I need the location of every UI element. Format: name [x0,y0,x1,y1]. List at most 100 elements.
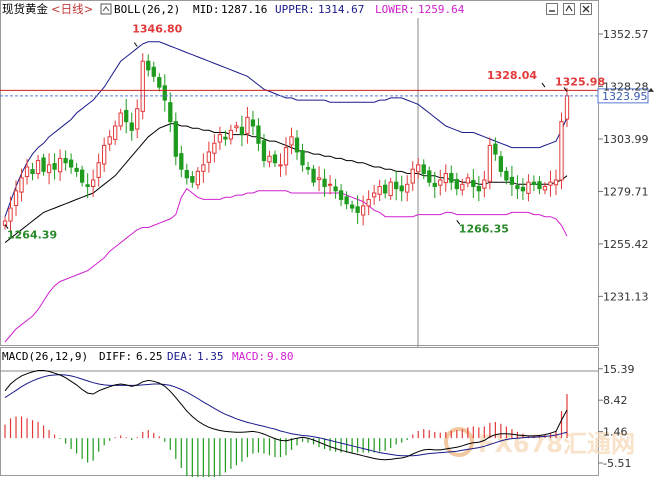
candle-body [91,179,96,187]
candle [427,166,432,187]
macd-panel [4,370,568,477]
candle-body [322,178,327,187]
candle-body [548,181,553,186]
indicator-name: BOLL(26,2) [114,3,180,16]
candle [410,161,415,191]
candle [96,153,101,187]
candle-body [234,125,239,129]
candle [68,153,74,174]
price-arrow-icon [648,87,654,92]
candle [184,163,189,185]
candle-body [102,144,107,165]
instrument-name: 现货黄金 [2,2,48,16]
candle [19,168,24,202]
price-annotation: 1264.39 [7,229,57,242]
candle [107,130,112,151]
candle [272,150,278,168]
candle [416,158,421,179]
maximize-button[interactable] [563,3,575,15]
candle [471,168,476,199]
candle [349,200,355,213]
candle-body [162,85,167,101]
candle [338,184,344,207]
candle-body [2,220,8,226]
candle [41,153,46,176]
candle [537,176,542,195]
candle-body [344,196,349,205]
candle-body [85,184,90,187]
candle [129,112,134,141]
boll-upper-line [4,41,568,217]
price-annotation: 1325.98 [555,75,605,88]
candle [454,172,459,196]
candle-body [157,77,162,88]
bollinger-bands [4,41,568,343]
macd-tick-label: 1.46 [603,426,628,439]
candle [344,191,349,210]
minimize-button[interactable] [546,3,558,15]
close-button[interactable] [580,3,592,15]
candle-body [223,136,228,140]
candle [162,74,167,112]
candle [542,182,548,195]
candle-body [173,121,178,157]
candle [283,137,289,176]
candle [377,179,382,201]
candle-body [129,122,134,131]
candle [13,180,19,216]
candle-body [272,154,278,164]
candle-body [504,170,509,181]
candle [366,190,371,216]
candle-body [333,186,338,192]
candle-body [498,156,504,172]
candle [30,162,35,181]
dea-value: 1.35 [197,350,224,363]
indicator-selector-icon[interactable] [100,3,112,15]
candle-body [79,169,85,183]
candle-body [41,157,46,172]
candle-body [289,136,294,146]
diff-value: 6.25 [136,350,163,363]
candle-body [454,179,459,190]
candle [405,175,410,202]
candle [355,195,360,224]
candle-body [195,170,200,186]
macd-header: MACD(26,12,9) DIFF: 6.25 DEA: 1.35 MACD:… [2,350,294,363]
lower-value: 1259.64 [418,3,465,16]
candle [305,161,311,175]
candle-body [355,206,360,213]
candle [300,143,305,172]
macd-tick-label: -5.51 [603,457,631,470]
candle-body [471,179,476,187]
diff-label: DIFF: [99,350,132,363]
candle-body [68,159,74,168]
price-tick-label: 1231.13 [603,290,649,303]
candle [223,130,228,146]
candle-body [421,164,426,175]
candle-body [46,164,52,174]
mid-value: 1287.16 [221,3,267,16]
candle [179,145,184,178]
candle [57,149,63,181]
upper-label: UPPER: [275,3,315,16]
candle-body [416,164,421,173]
candle-body [30,169,35,175]
candle [74,162,79,177]
candle [190,171,195,188]
annotation-pointer [563,87,568,92]
candle [24,159,30,185]
macd-tick-label: 8.42 [603,394,628,407]
candle [168,92,173,133]
candle-body [206,151,212,163]
close-icon [582,5,590,13]
candle-body [438,179,443,186]
candle-body [520,186,526,192]
macd-axis: 15.39 8.42 1.46 -5.51 [598,363,635,470]
candle [289,127,294,155]
candle-body [190,176,195,183]
candle [504,167,509,185]
candle-body [151,66,156,77]
candlesticks [2,53,570,233]
